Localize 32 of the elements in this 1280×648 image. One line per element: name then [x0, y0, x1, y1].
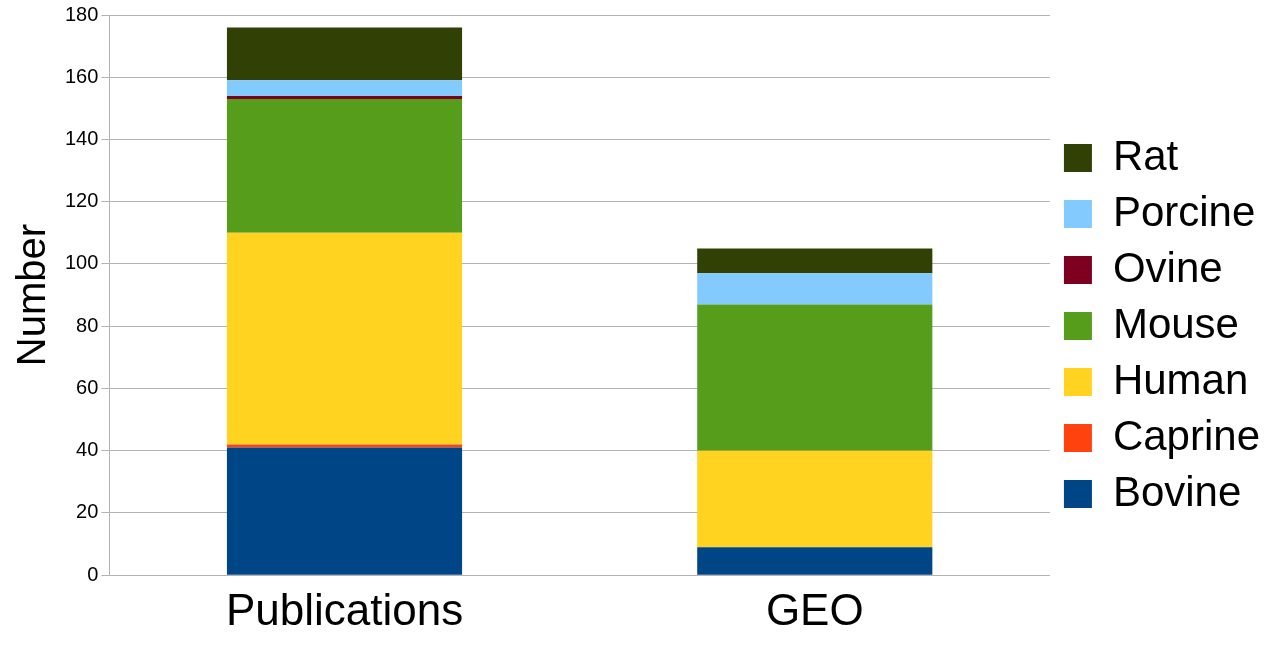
bar: [226, 232, 463, 445]
bar: [226, 27, 463, 81]
y-axis-title: Number: [9, 223, 54, 367]
legend-label: Human: [1112, 355, 1249, 403]
bar: [697, 248, 933, 274]
y-tick-label: 140: [64, 127, 99, 149]
y-tick-label: 60: [76, 375, 99, 398]
x-tick-label: GEO: [765, 584, 864, 634]
y-tick-label: 80: [76, 313, 99, 336]
legend-label: Caprine: [1112, 411, 1261, 459]
bar: [226, 80, 463, 96]
legend-label: Bovine: [1112, 467, 1242, 515]
bar: [697, 304, 933, 451]
y-tick-label: 40: [76, 438, 99, 461]
x-tick-label: Publications: [225, 584, 464, 634]
bar: [226, 95, 463, 100]
legend-label: Ovine: [1112, 243, 1223, 291]
bar: [697, 273, 933, 305]
legend-label: Rat: [1112, 131, 1179, 179]
bar: [697, 547, 933, 575]
y-tick-label: 100: [64, 251, 99, 274]
bar: [697, 450, 933, 548]
bar: [226, 444, 463, 448]
y-tick-label: 160: [64, 64, 99, 87]
bar: [226, 447, 463, 575]
y-tick-label: 180: [64, 2, 99, 25]
bar: [226, 99, 463, 233]
y-tick-label: 20: [76, 500, 99, 523]
legend-label: Porcine: [1112, 187, 1256, 235]
y-tick-label: 120: [64, 189, 99, 212]
legend-label: Mouse: [1112, 299, 1239, 347]
y-tick-label: 0: [87, 562, 99, 585]
